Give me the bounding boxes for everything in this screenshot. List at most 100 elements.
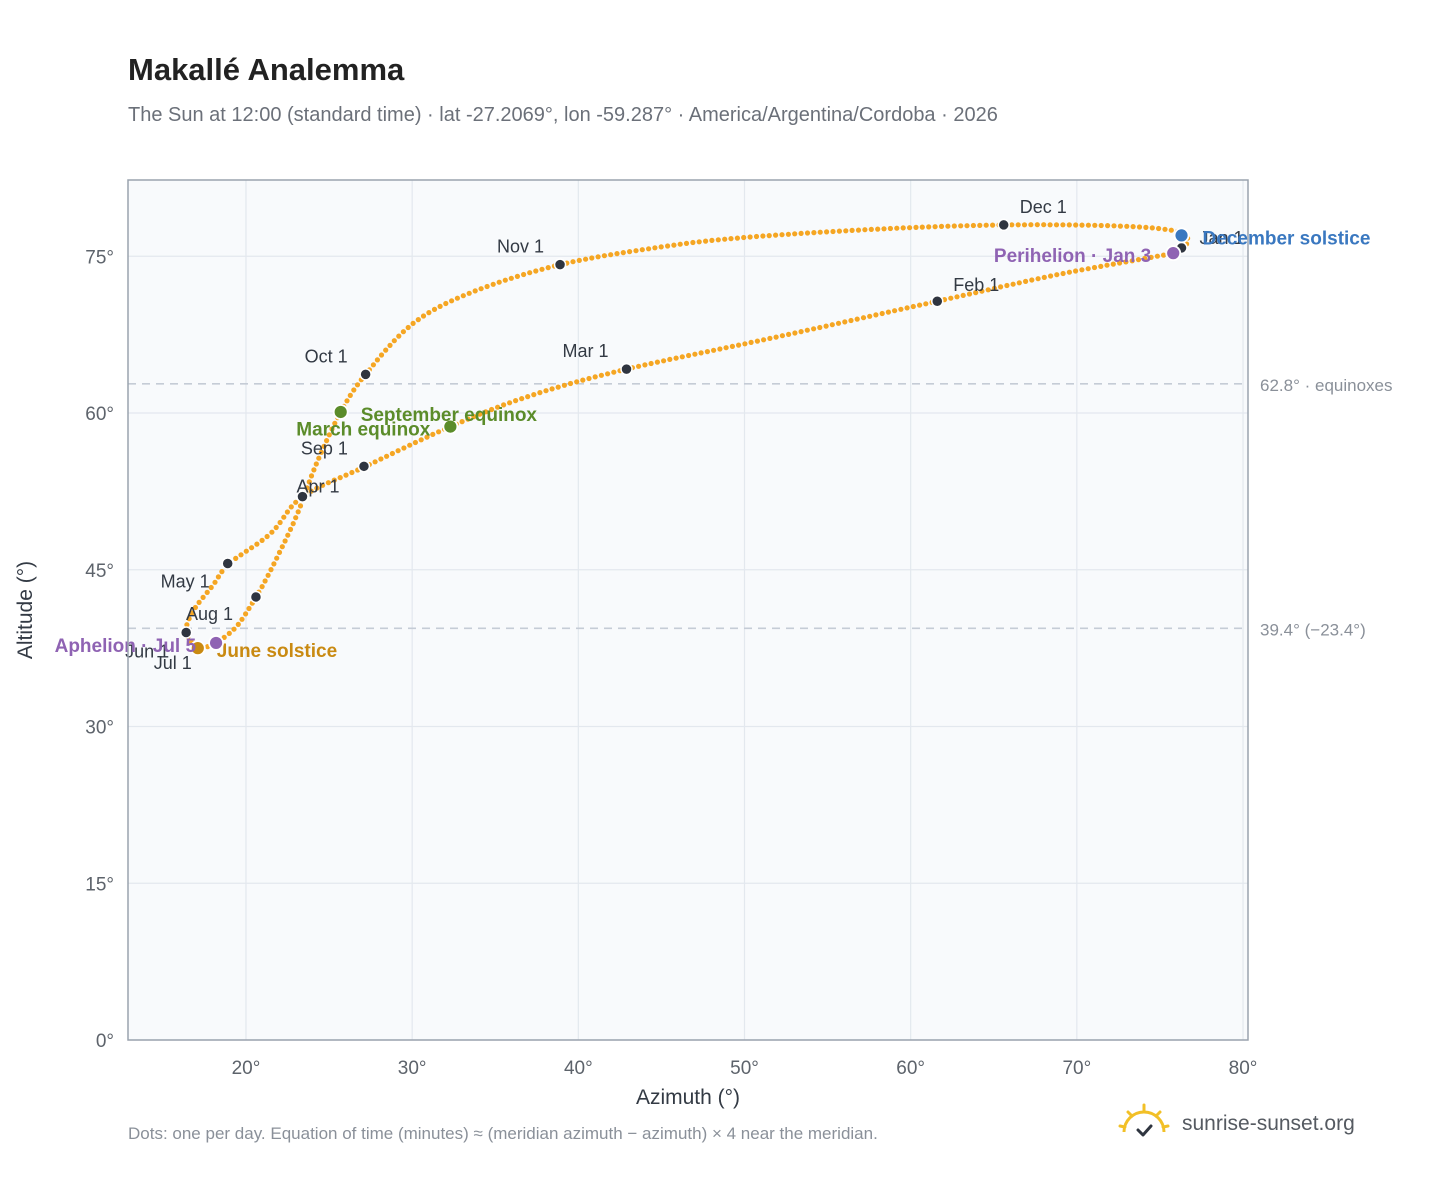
day-point [496, 279, 502, 285]
day-point [983, 222, 989, 228]
day-point [760, 233, 766, 239]
day-point [238, 552, 244, 558]
day-point [773, 232, 779, 238]
day-point [867, 313, 873, 319]
day-point [926, 224, 932, 230]
event-marker [1173, 227, 1190, 244]
day-point [1034, 222, 1040, 228]
day-point [728, 236, 734, 242]
day-point [1066, 269, 1072, 275]
day-point [873, 312, 879, 318]
day-point [297, 503, 304, 509]
day-point [254, 541, 260, 547]
x-axis-label: Azimuth (°) [636, 1086, 740, 1109]
day-point [539, 266, 545, 272]
plot-area [128, 180, 1248, 1040]
day-point [293, 499, 299, 505]
day-point [284, 509, 290, 515]
day-point [823, 323, 829, 329]
day-point [415, 317, 421, 323]
day-point [729, 343, 736, 349]
day-point [437, 303, 443, 309]
day-point [879, 310, 885, 317]
month-marker-label: Jun 1 [125, 641, 169, 661]
day-point [913, 224, 919, 230]
day-point [998, 284, 1004, 290]
day-point [370, 362, 376, 368]
day-point [287, 526, 294, 533]
day-point [246, 605, 252, 612]
day-point [276, 549, 283, 556]
day-point [1016, 280, 1022, 286]
month-marker-label: Mar 1 [563, 341, 609, 361]
day-point [1111, 223, 1117, 229]
day-point [1124, 223, 1130, 229]
day-point [611, 369, 617, 375]
day-point [747, 234, 753, 240]
day-point [226, 630, 232, 637]
day-point [483, 409, 489, 415]
day-point [1085, 222, 1091, 228]
brand[interactable]: sunrise-sunset.org [1118, 1100, 1355, 1148]
day-point [835, 320, 842, 326]
day-point [325, 480, 331, 486]
day-point [951, 223, 957, 229]
day-point [555, 384, 561, 390]
day-point [288, 504, 294, 510]
day-point [391, 338, 397, 344]
day-point [1149, 225, 1155, 231]
month-marker-label: Apr 1 [296, 477, 339, 497]
day-point [898, 306, 904, 312]
day-point [268, 567, 274, 573]
day-point [1041, 222, 1047, 228]
day-point [938, 223, 945, 229]
day-point [531, 392, 537, 398]
y-tick-label: 15° [85, 874, 114, 895]
day-point [490, 281, 496, 287]
day-point [658, 244, 664, 250]
month-marker-label: Jan 1 [1200, 228, 1244, 248]
day-point [583, 256, 589, 262]
day-point [868, 226, 874, 232]
day-point [830, 228, 836, 235]
day-point [405, 324, 411, 331]
day-point [836, 228, 843, 234]
day-point [1009, 222, 1015, 228]
brand-name: sunrise-sunset.org [1182, 1112, 1355, 1135]
day-point [715, 237, 721, 243]
day-point [507, 400, 513, 406]
day-point [1154, 253, 1160, 259]
day-point [1004, 282, 1010, 289]
day-point [875, 226, 881, 232]
x-tick-label: 50° [730, 1058, 759, 1079]
day-point [1010, 281, 1016, 287]
day-point [608, 252, 614, 258]
day-point [639, 247, 645, 253]
day-point [786, 331, 792, 337]
day-point [184, 622, 190, 628]
day-point [311, 467, 317, 473]
day-point [460, 293, 466, 299]
day-point [459, 419, 465, 425]
day-point [652, 245, 658, 251]
day-point [508, 275, 514, 281]
reference-lines: 62.8° · equinoxes 39.4° (−23.4°) [128, 376, 1393, 639]
month-marker [357, 460, 371, 473]
day-point [667, 356, 673, 362]
day-point [407, 442, 413, 448]
day-point [761, 337, 767, 343]
day-point [1041, 274, 1047, 280]
day-point [683, 240, 690, 246]
day-point [829, 322, 835, 328]
day-point [690, 239, 696, 246]
day-point [424, 434, 430, 440]
day-point [285, 532, 291, 538]
day-point [1079, 222, 1085, 228]
day-point [964, 223, 970, 229]
day-point [304, 485, 310, 491]
day-point [282, 538, 288, 544]
day-point [1073, 268, 1079, 274]
day-point [811, 230, 817, 236]
day-point [679, 354, 685, 360]
day-point [321, 443, 327, 449]
